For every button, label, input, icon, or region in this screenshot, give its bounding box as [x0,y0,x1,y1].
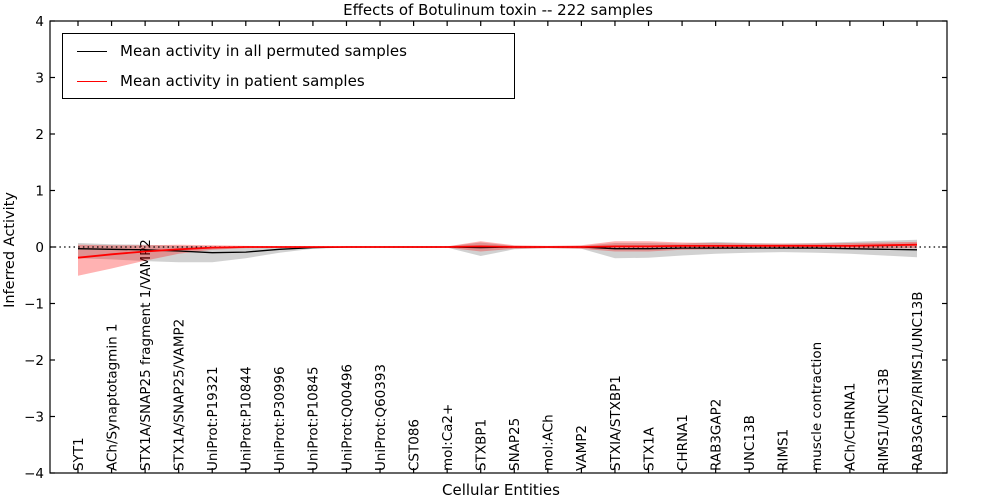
x-tick-label: muscle contraction [809,342,825,471]
x-tick-label: STX1A/SNAP25 fragment 1/VAMP2 [138,239,154,471]
x-tick-label: STX1A [641,426,657,471]
y-tick-label: −1 [24,296,44,312]
x-tick-label: UniProt:P10844 [239,366,255,471]
series-band-1 [78,241,917,276]
x-tick-label: RAB3GAP2/RIMS1/UNC13B [910,292,926,471]
x-tick-label: CST086 [406,419,422,471]
x-tick-label: mol:ACh [541,414,557,471]
chart-title: Effects of Botulinum toxin -- 222 sample… [343,1,653,19]
x-tick-label: CHRNA1 [675,414,691,471]
y-tick-label: −3 [24,409,44,425]
x-tick-label: RIMS1 [776,429,792,471]
series-band-0 [78,239,917,263]
x-tick-label: mol:Ca2+ [440,404,456,471]
x-tick-label: ACh/Synaptotagmin 1 [104,323,120,471]
x-tick-label: VAMP2 [574,425,590,471]
y-tick-label: −2 [24,353,44,369]
legend-entry-patient: Mean activity in patient samples [63,66,514,96]
x-tick-label: UniProt:P19321 [205,366,221,471]
x-tick-label: STX1A/SNAP25/VAMP2 [172,319,188,471]
legend-line-patient [77,80,107,82]
x-tick-label: SYT1 [71,437,87,471]
y-tick-label: 3 [35,70,44,86]
x-tick-label: ACh/CHRNA1 [843,383,859,471]
y-tick-label: 1 [35,183,44,199]
x-tick-label: RIMS1/UNC13B [876,368,892,471]
x-tick-label: UNC13B [742,415,758,471]
x-tick-label: UniProt:P10845 [306,366,322,471]
legend-entry-permuted: Mean activity in all permuted samples [63,36,514,66]
x-tick-label: RAB3GAP2 [708,399,724,471]
x-tick-label: SNAP25 [507,418,523,471]
series-line-1 [77,243,918,259]
x-tick-label: UniProt:P30996 [272,366,288,471]
y-axis-label: Inferred Activity [2,192,18,308]
x-tick-label: STXIA/STXBP1 [608,375,624,471]
legend-label-patient: Mean activity in patient samples [120,72,365,90]
legend: Mean activity in all permuted samples Me… [62,33,515,99]
y-tick-label: 2 [35,127,44,143]
x-tick-label: UniProt:Q00496 [339,364,355,471]
y-tick-label: 4 [35,14,44,30]
x-axis-label: Cellular Entities [442,481,560,499]
legend-line-permuted [77,50,107,52]
x-tick-label: STXBP1 [474,419,490,471]
x-tick-label: UniProt:Q60393 [373,364,389,471]
y-tick-label: −4 [24,466,44,482]
legend-label-permuted: Mean activity in all permuted samples [120,42,407,60]
y-tick-label: 0 [35,240,44,256]
